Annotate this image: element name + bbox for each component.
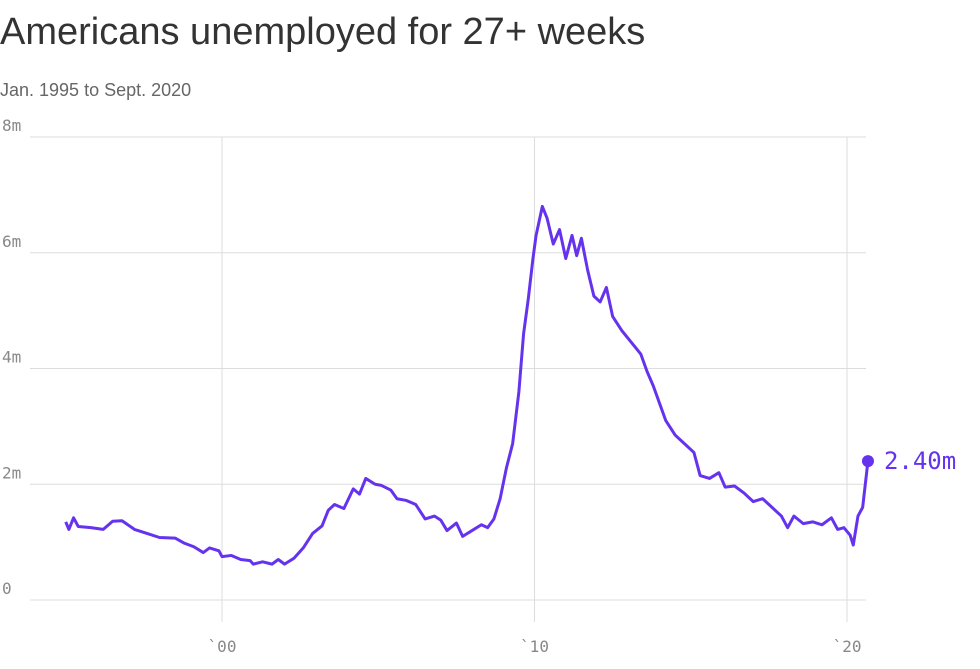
data-line (64, 204, 870, 566)
chart-title: Americans unemployed for 27+ weeks (0, 11, 645, 53)
y-tick-label: 2m (2, 463, 21, 482)
end-point (861, 455, 874, 468)
y-tick-label: 6m (2, 232, 21, 251)
end-label: 2.40m (884, 447, 956, 475)
y-tick-label: 0 (2, 579, 12, 598)
y-tick-label: 4m (2, 348, 21, 367)
y-tick-label: 8m (2, 116, 21, 135)
chart-subtitle: Jan. 1995 to Sept. 2020 (0, 80, 191, 100)
x-tick-label: `00 (208, 637, 237, 656)
x-tick-label: `20 (833, 637, 862, 656)
x-tick-label: `10 (520, 637, 549, 656)
